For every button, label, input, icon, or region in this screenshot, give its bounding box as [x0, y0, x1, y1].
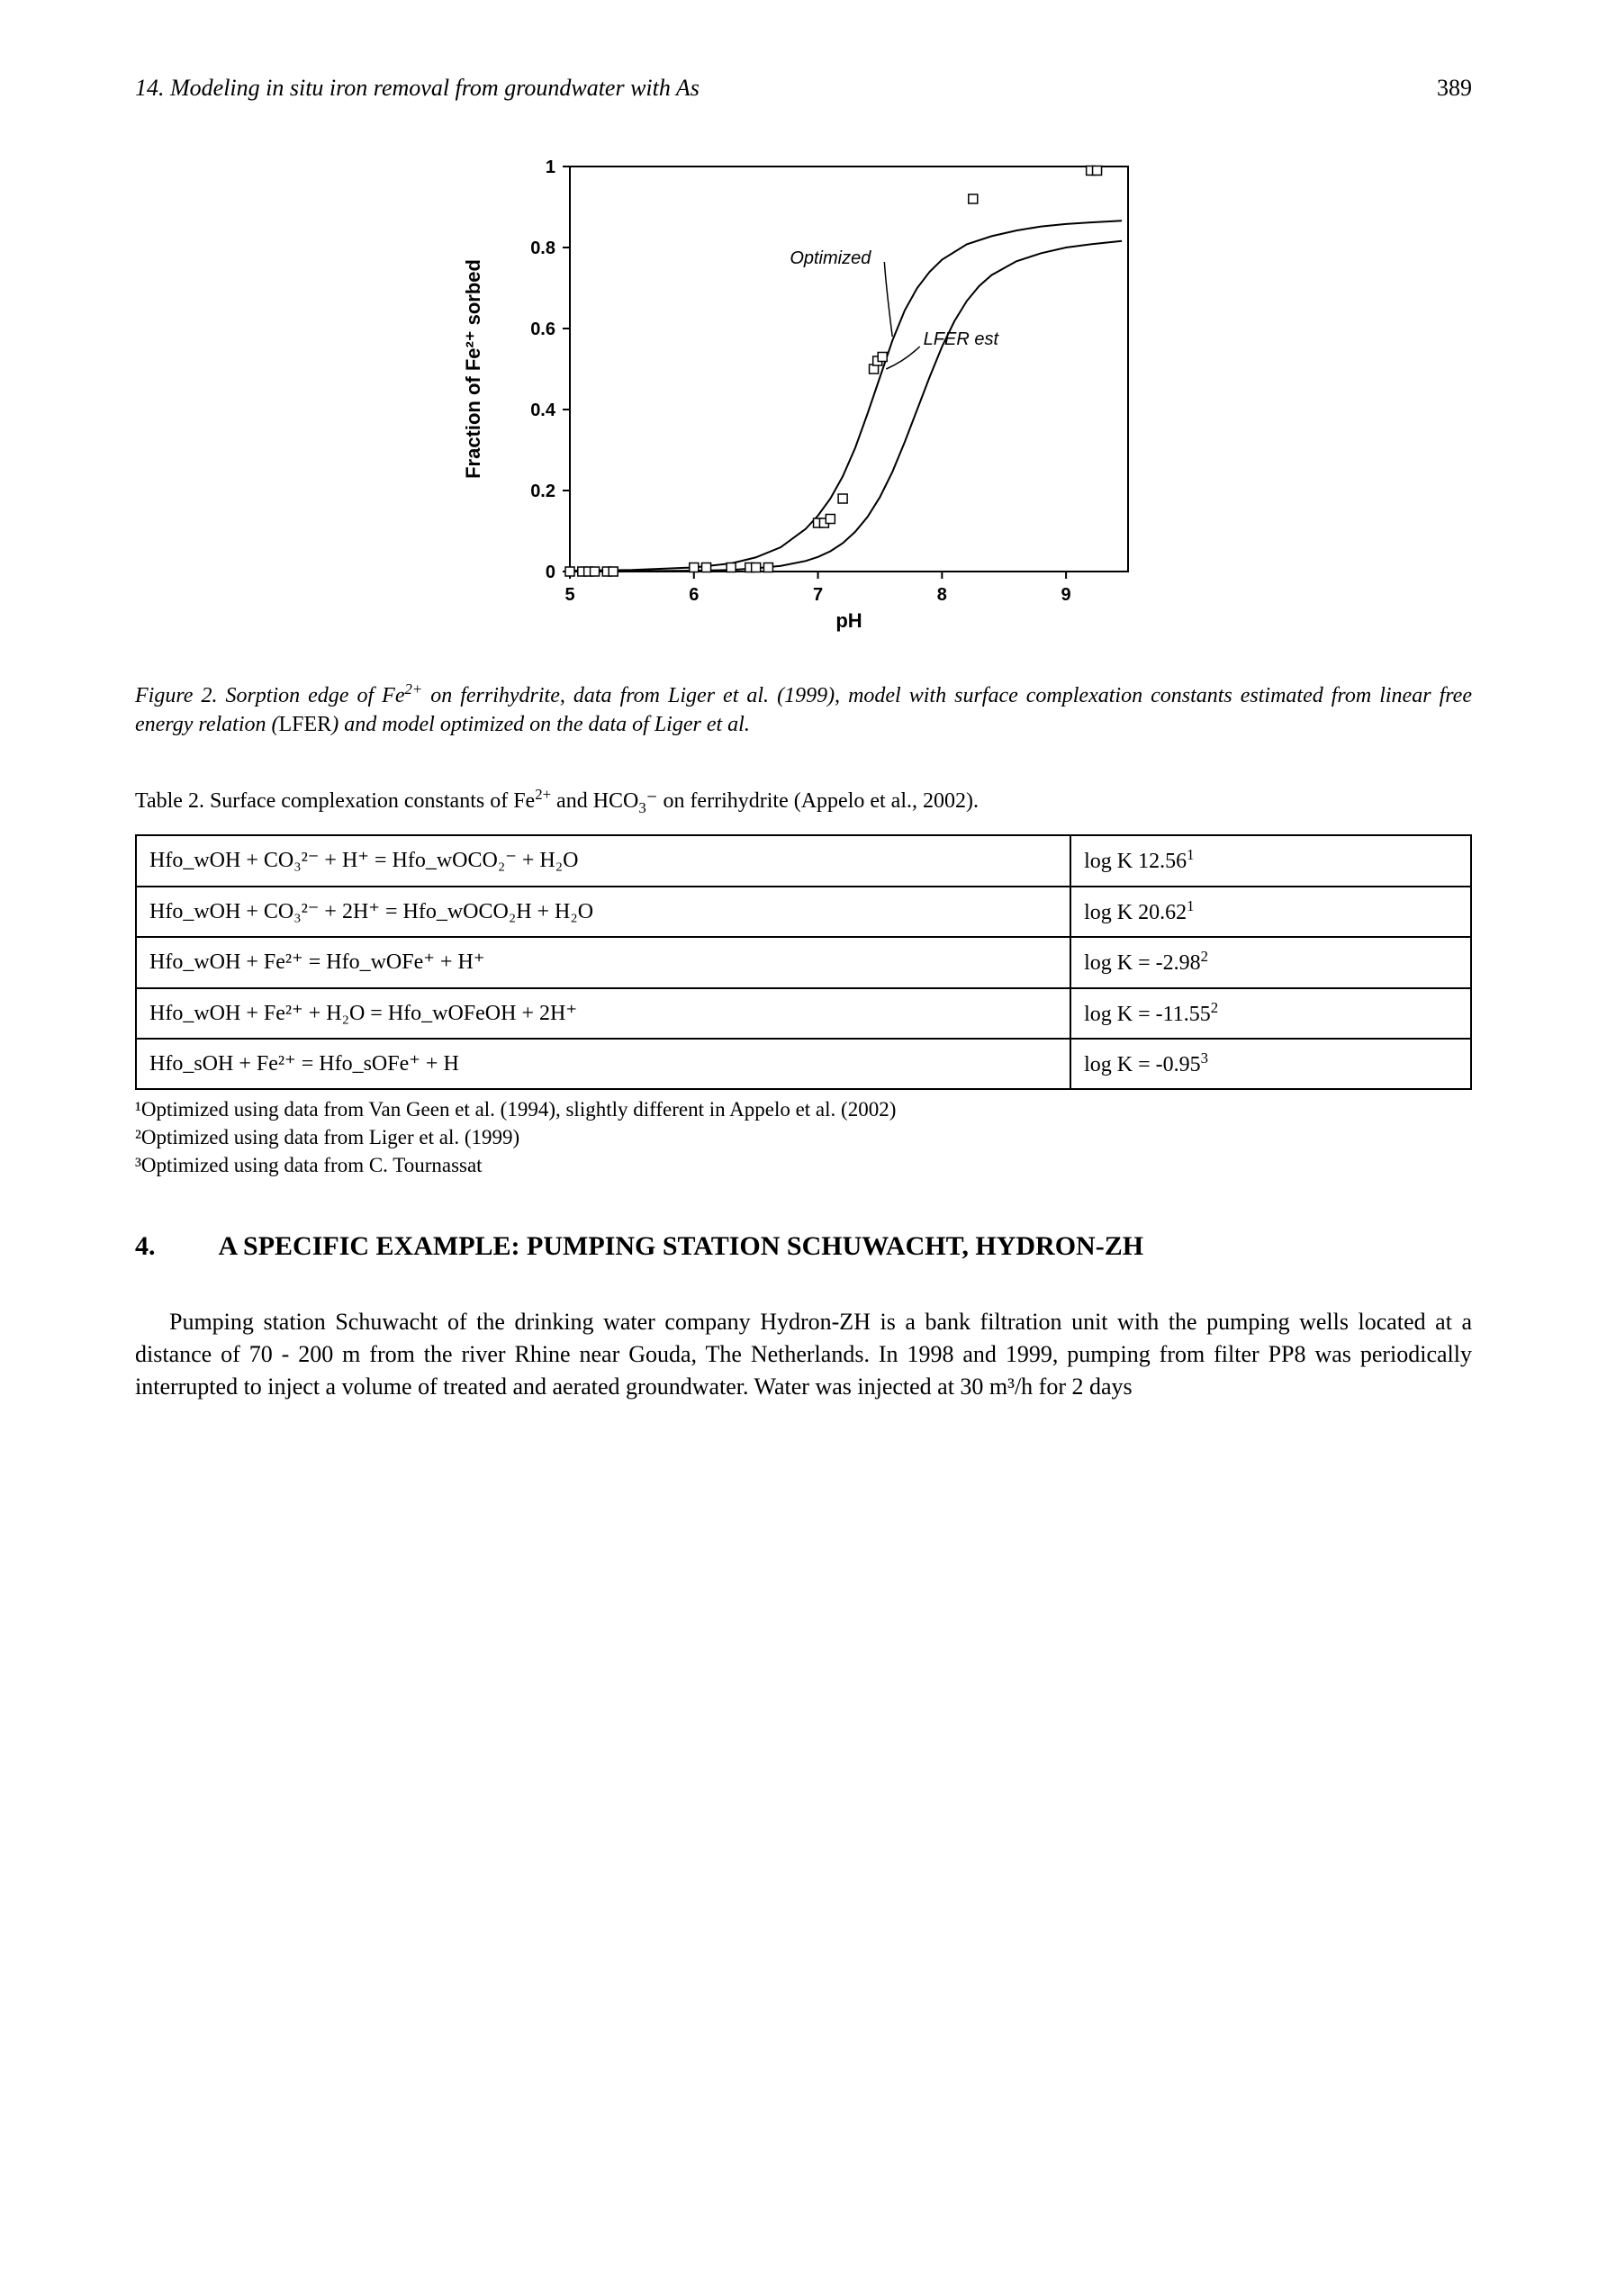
table-title: Table 2. Surface complexation constants …	[135, 785, 1472, 818]
svg-text:pH: pH	[835, 609, 862, 632]
svg-text:0.4: 0.4	[530, 401, 556, 420]
svg-text:Fraction of Fe²⁺ sorbed: Fraction of Fe²⁺ sorbed	[462, 259, 484, 479]
reaction-cell: Hfo_wOH + CO₃²⁻ + H⁺ = Hfo_wOCO₂⁻ + H₂O	[136, 835, 1070, 886]
svg-text:0: 0	[545, 563, 555, 582]
logk-cell: log K = -11.552	[1070, 988, 1471, 1039]
svg-text:0.6: 0.6	[530, 320, 555, 339]
svg-text:0.8: 0.8	[530, 239, 555, 258]
section-number: 4.	[135, 1229, 156, 1265]
reaction-cell: Hfo_wOH + CO₃²⁻ + 2H⁺ = Hfo_wOCO₂H + H₂O	[136, 887, 1070, 937]
svg-text:LFER est: LFER est	[923, 329, 999, 349]
table-row: Hfo_sOH + Fe²⁺ = Hfo_sOFe⁺ + Hlog K = -0…	[136, 1039, 1471, 1089]
footnote-3: ³Optimized using data from C. Tournassat	[135, 1151, 1472, 1179]
section-heading: 4. A SPECIFIC EXAMPLE: PUMPING STATION S…	[135, 1229, 1472, 1265]
body-paragraph: Pumping station Schuwacht of the drinkin…	[135, 1306, 1472, 1403]
figure-caption: Figure 2. Sorption edge of Fe2+ on ferri…	[135, 680, 1472, 740]
complexation-table: Hfo_wOH + CO₃²⁻ + H⁺ = Hfo_wOCO₂⁻ + H₂Ol…	[135, 834, 1472, 1090]
table-footnotes: ¹Optimized using data from Van Geen et a…	[135, 1095, 1472, 1179]
footnote-1: ¹Optimized using data from Van Geen et a…	[135, 1095, 1472, 1123]
reaction-cell: Hfo_wOH + Fe²⁺ + H₂O = Hfo_wOFeOH + 2H⁺	[136, 988, 1070, 1039]
svg-text:Optimized: Optimized	[790, 248, 871, 268]
page-number: 389	[1437, 72, 1472, 104]
svg-text:9: 9	[1061, 585, 1070, 605]
table-row: Hfo_wOH + CO₃²⁻ + H⁺ = Hfo_wOCO₂⁻ + H₂Ol…	[136, 835, 1471, 886]
svg-text:0.2: 0.2	[530, 482, 555, 501]
svg-text:5: 5	[564, 585, 574, 605]
svg-text:1: 1	[545, 158, 555, 177]
footnote-2: ²Optimized using data from Liger et al. …	[135, 1123, 1472, 1151]
logk-cell: log K = -0.953	[1070, 1039, 1471, 1089]
svg-text:6: 6	[689, 585, 699, 605]
sorption-chart: 5 6 7 8 9 0 0.2 0.4 0.6 0.8 1 pH Fraction of Fe²⁺ so…	[444, 140, 1164, 644]
running-head: 14. Modeling in situ iron removal from g…	[135, 72, 1472, 104]
reaction-cell: Hfo_wOH + Fe²⁺ = Hfo_wOFe⁺ + H⁺	[136, 937, 1070, 987]
svg-text:8: 8	[936, 585, 946, 605]
table-row: Hfo_wOH + CO₃²⁻ + 2H⁺ = Hfo_wOCO₂H + H₂O…	[136, 887, 1471, 937]
reaction-cell: Hfo_sOH + Fe²⁺ = Hfo_sOFe⁺ + H	[136, 1039, 1070, 1089]
running-title: 14. Modeling in situ iron removal from g…	[135, 72, 700, 104]
logk-cell: log K 20.621	[1070, 887, 1471, 937]
section-title: A SPECIFIC EXAMPLE: PUMPING STATION SCHU…	[219, 1229, 1473, 1265]
table-row: Hfo_wOH + Fe²⁺ + H₂O = Hfo_wOFeOH + 2H⁺l…	[136, 988, 1471, 1039]
logk-cell: log K = -2.982	[1070, 937, 1471, 987]
logk-cell: log K 12.561	[1070, 835, 1471, 886]
figure-2: 5 6 7 8 9 0 0.2 0.4 0.6 0.8 1 pH Fraction of Fe²⁺ so…	[135, 140, 1472, 644]
svg-text:7: 7	[812, 585, 822, 605]
table-row: Hfo_wOH + Fe²⁺ = Hfo_wOFe⁺ + H⁺log K = -…	[136, 937, 1471, 987]
